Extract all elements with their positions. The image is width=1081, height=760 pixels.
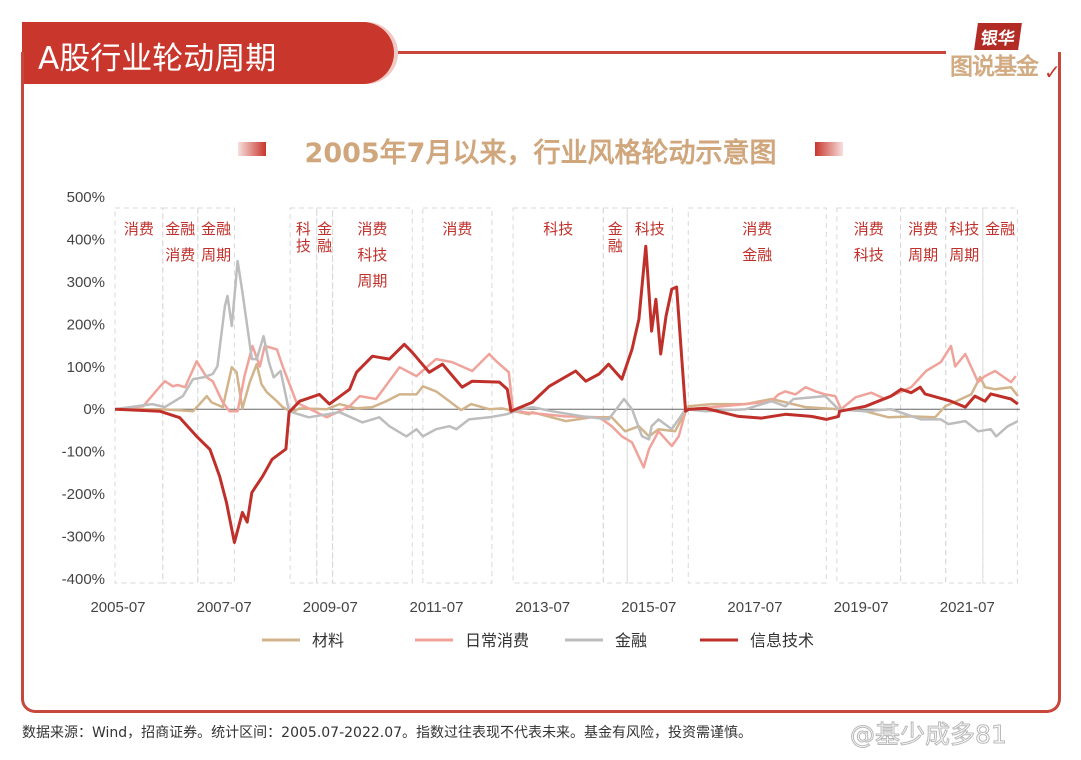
- title-bar-left: [238, 142, 266, 156]
- x-tick-label: 2011-07: [410, 599, 464, 616]
- title-bar-right: [815, 142, 843, 156]
- regime-label: 消费: [442, 220, 472, 238]
- regime-label: 科技: [357, 246, 387, 264]
- regime-box: [900, 207, 947, 584]
- regime-label: 金融: [201, 220, 231, 238]
- y-tick-label: -100%: [62, 444, 105, 461]
- x-tick-label: 2019-07: [834, 599, 889, 616]
- regime-box: [602, 207, 628, 584]
- legend-label: 信息技术: [750, 631, 814, 650]
- regime-label: 金: [317, 220, 332, 238]
- series-line-金融: [114, 259, 1019, 441]
- y-tick-label: -300%: [62, 529, 105, 546]
- y-tick-label: 0%: [83, 401, 105, 418]
- regime-label: 技: [296, 237, 311, 255]
- regime-label: 金: [608, 220, 623, 238]
- regime-label: 科技: [635, 220, 665, 238]
- x-tick-label: 2017-07: [727, 599, 782, 616]
- regime-box: [162, 207, 199, 584]
- regime-label: 科技: [949, 220, 979, 238]
- regime-box: [114, 207, 164, 584]
- series-line-日常消费: [114, 344, 1017, 469]
- watermark: @基少成多81: [850, 720, 1008, 750]
- regime-label: 消费: [908, 220, 938, 238]
- regime-label: 金融: [985, 220, 1015, 238]
- regime-box: [982, 207, 1018, 584]
- regime-label: 周期: [357, 272, 387, 290]
- regime-box: [836, 207, 902, 584]
- x-tick-label: 2009-07: [303, 599, 358, 616]
- y-tick-label: -200%: [62, 486, 105, 503]
- series-line-信息技术: [114, 244, 1019, 544]
- regime-box: [332, 207, 413, 584]
- regime-label: 消费: [124, 220, 154, 238]
- x-tick-label: 2021-07: [940, 599, 995, 616]
- regime-box: [512, 207, 604, 584]
- legend-label: 日常消费: [465, 631, 529, 650]
- regime-label: 消费: [742, 220, 772, 238]
- regime-label: 科: [296, 220, 311, 238]
- source-note: 数据来源：Wind，招商证券。统计区间：2005.07-2022.07。指数过往…: [22, 725, 753, 741]
- regime-box: [687, 207, 827, 584]
- header-tab: A股行业轮动周期: [22, 22, 394, 84]
- legend-label: 材料: [312, 631, 344, 650]
- regime-label: 科技: [543, 220, 573, 238]
- logo-bottom: 图说基金: [950, 54, 1039, 80]
- chart-title: 2005年7月以来，行业风格轮动示意图: [304, 138, 777, 169]
- check-icon: ✓: [1044, 60, 1061, 84]
- x-tick-label: 2015-07: [621, 599, 676, 616]
- regime-label: 融: [317, 237, 332, 255]
- logo: 银华 图说基金 ✓: [948, 20, 1063, 84]
- y-tick-label: 200%: [67, 316, 105, 333]
- y-tick-label: 300%: [67, 274, 105, 291]
- regime-label: 消费: [357, 220, 387, 238]
- regime-box: [626, 207, 673, 584]
- x-tick-label: 2005-07: [90, 599, 145, 616]
- legend-label: 金融: [615, 631, 647, 650]
- x-tick-label: 2007-07: [197, 599, 252, 616]
- y-tick-label: 100%: [67, 359, 105, 376]
- regime-label: 周期: [908, 246, 938, 264]
- regime-label: 消费: [165, 246, 195, 264]
- regime-label: 周期: [949, 246, 979, 264]
- regime-box: [289, 207, 318, 584]
- card-frame: [21, 52, 1061, 713]
- regime-box: [197, 207, 235, 584]
- regime-label: 金融: [742, 246, 772, 264]
- x-tick-label: 2013-07: [515, 599, 570, 616]
- regime-label: 消费: [854, 220, 884, 238]
- page-title: A股行业轮动周期: [38, 41, 277, 77]
- regime-label: 科技: [854, 246, 884, 264]
- regime-label: 融: [608, 237, 623, 255]
- y-tick-label: -400%: [62, 571, 105, 588]
- regime-box: [422, 207, 493, 584]
- regime-label: 金融: [165, 220, 195, 238]
- regime-label: 周期: [201, 246, 231, 264]
- y-tick-label: 400%: [67, 231, 105, 248]
- regime-box: [945, 207, 984, 584]
- y-tick-label: 500%: [67, 189, 105, 206]
- series-line-材料: [115, 362, 1019, 438]
- header-divider: [398, 51, 946, 54]
